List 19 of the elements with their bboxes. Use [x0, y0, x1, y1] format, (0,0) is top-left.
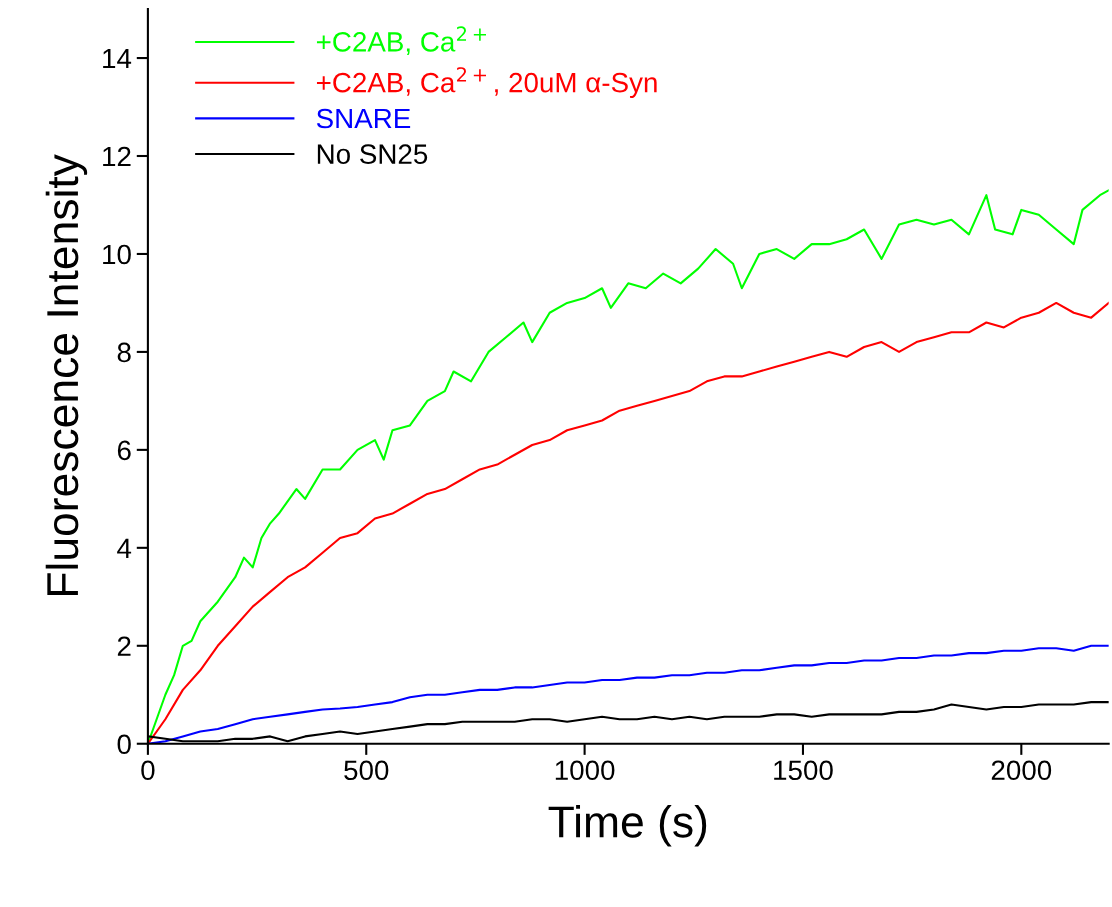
x-tick-label: 1000 — [555, 760, 615, 781]
x-tick-label: 1500 — [774, 760, 833, 781]
y-tick-label: 10 — [103, 244, 131, 265]
x-tick-label: 500 — [344, 760, 389, 781]
legend-label: SNARE — [316, 108, 411, 129]
legend-label: No SN25 — [317, 144, 428, 164]
y-tick-label: 12 — [103, 146, 131, 167]
legend-label: +C2AB, Ca$^{2+}$ — [316, 26, 486, 55]
x-tick-label: 0 — [141, 760, 155, 781]
y-tick-label: 8 — [117, 342, 131, 363]
y-tick-label: 0 — [117, 734, 131, 755]
y-tick-label: 6 — [117, 440, 131, 461]
y-axis-title: Fluorescence Intensity — [45, 154, 88, 596]
y-tick-label: 2 — [117, 636, 131, 656]
x-tick-label: 2000 — [991, 760, 1052, 781]
x-axis-title: Time (s) — [548, 805, 707, 847]
y-tick-label: 4 — [117, 538, 132, 558]
legend-label: +C2AB, Ca$^{2+}$, 20uM α-Syn — [316, 67, 657, 98]
y-tick-label: 14 — [103, 49, 132, 69]
